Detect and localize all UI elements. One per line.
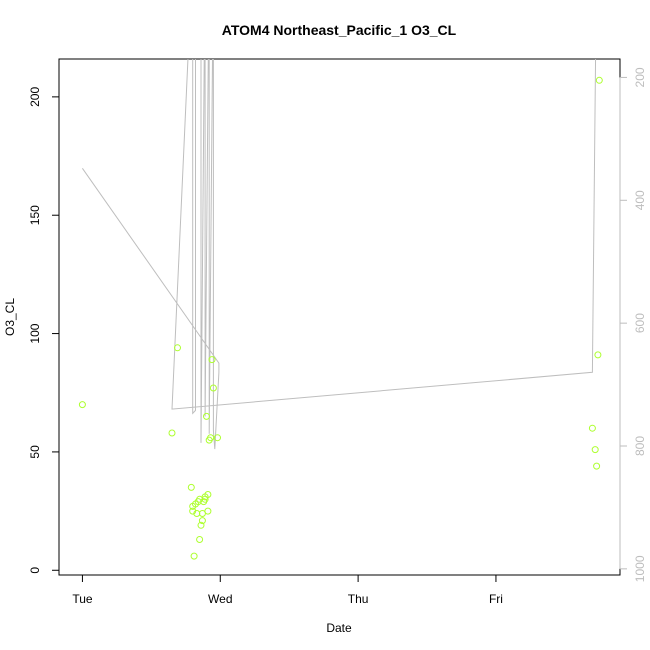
data-point <box>207 434 215 442</box>
data-point <box>168 429 176 437</box>
data-point <box>594 351 602 359</box>
y2-tick-label: 1000 <box>633 555 647 582</box>
data-point <box>593 462 601 470</box>
y-tick-label: 100 <box>28 323 42 343</box>
x-tick-label: Wed <box>208 592 232 606</box>
y-axis-label: O3_CL <box>3 298 17 336</box>
data-point <box>209 384 217 392</box>
data-point <box>174 344 181 352</box>
data-point <box>204 507 212 515</box>
x-axis-label: Date <box>326 621 352 635</box>
y-tick-label: 50 <box>28 445 42 459</box>
y2-tick-label: 400 <box>633 190 647 210</box>
series-layer <box>78 59 603 560</box>
data-point <box>78 401 86 409</box>
data-point <box>208 356 216 364</box>
data-point <box>591 446 599 454</box>
data-point <box>190 552 198 560</box>
data-point <box>196 536 204 543</box>
x-tick-label: Tue <box>72 592 93 606</box>
data-point <box>214 434 221 442</box>
data-point <box>203 412 210 420</box>
data-point <box>187 483 195 491</box>
data-point <box>595 76 603 84</box>
data-point <box>198 517 206 525</box>
data-point <box>588 424 596 432</box>
x-axis: Tue Wed Thu Fri <box>72 574 503 606</box>
x-tick-label: Thu <box>348 592 369 606</box>
data-point <box>197 521 205 529</box>
chart-title: ATOM4 Northeast_Pacific_1 O3_CL <box>222 22 457 38</box>
y-tick-label: 200 <box>28 87 42 107</box>
x-tick-label: Fri <box>489 592 503 606</box>
secondary-y-axis: 200 400 600 800 1000 <box>619 67 647 582</box>
y-axis: 0 50 100 150 200 <box>28 87 60 574</box>
y2-tick-label: 800 <box>633 436 647 456</box>
plot-frame <box>58 58 621 576</box>
data-point <box>204 491 212 498</box>
y-tick-label: 0 <box>28 567 42 574</box>
y-tick-label: 150 <box>28 205 42 225</box>
y2-tick-label: 200 <box>633 67 647 87</box>
series-line <box>81 59 597 450</box>
y2-tick-label: 600 <box>633 313 647 333</box>
